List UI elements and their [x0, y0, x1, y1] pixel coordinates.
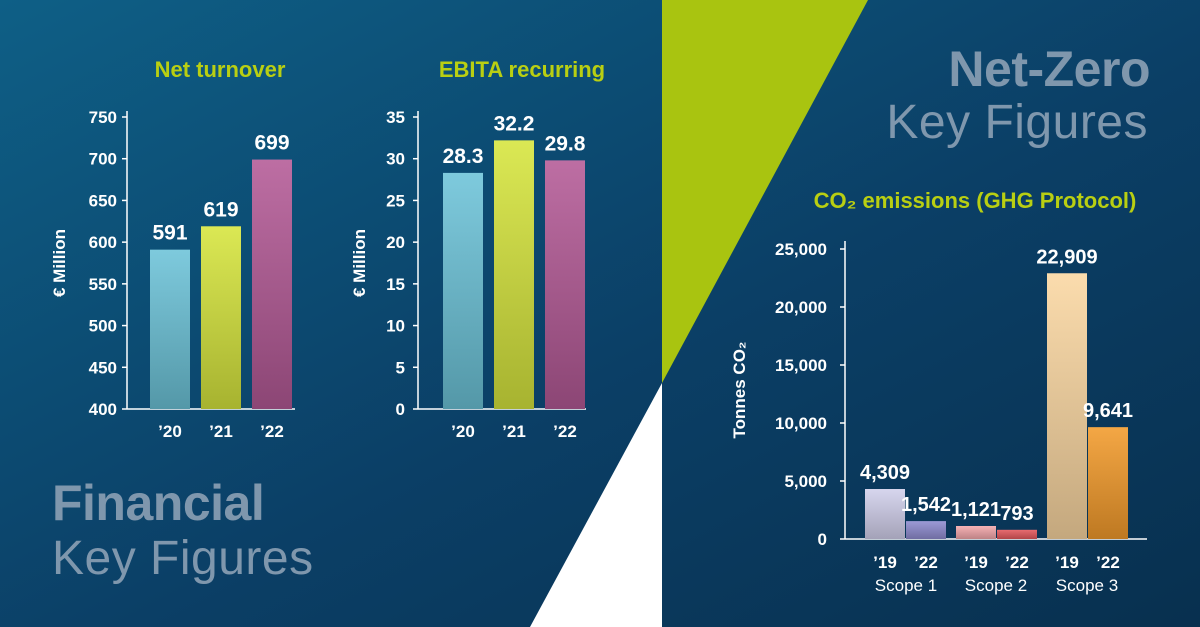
x-tick-label: ’19 — [964, 553, 988, 572]
data-label: 699 — [254, 132, 289, 155]
y-tick-label: 30 — [386, 150, 405, 169]
group-label-scope-3: Scope 3 — [1055, 576, 1119, 595]
y-tick-label: 0 — [396, 400, 405, 419]
x-tick-label: ’22 — [914, 553, 938, 572]
y-tick-label: 10,000 — [775, 414, 827, 433]
x-tick-label: ’21 — [502, 422, 526, 441]
bar-scope-1-22 — [906, 521, 946, 539]
y-tick-label: 0 — [818, 530, 827, 549]
data-label: 1,542 — [901, 494, 951, 516]
y-tick-label: 450 — [89, 358, 117, 377]
group-label-scope-1: Scope 1 — [874, 576, 938, 595]
x-tick-label: ’22 — [260, 422, 284, 441]
data-label: 28.3 — [443, 145, 484, 168]
group-label-scope-2: Scope 2 — [964, 576, 1028, 595]
data-label: 591 — [152, 222, 187, 245]
bar-20 — [443, 172, 483, 409]
x-tick-label: ’19 — [1055, 553, 1079, 572]
data-label: 4,309 — [860, 462, 910, 484]
x-tick-label: ’20 — [158, 422, 182, 441]
x-tick-label: ’22 — [1005, 553, 1029, 572]
y-tick-label: 400 — [89, 400, 117, 419]
heading-financial: Financial — [52, 475, 265, 531]
green-triangle — [662, 0, 868, 383]
y-tick-label: 10 — [386, 317, 405, 336]
y-tick-label: 550 — [89, 275, 117, 294]
bar-scope-2-22 — [997, 529, 1037, 539]
y-tick-label: 700 — [89, 150, 117, 169]
chart-title-co2: CO₂ emissions (GHG Protocol) — [813, 188, 1137, 213]
data-label: 32.2 — [494, 112, 535, 135]
data-label: 1,121 — [951, 499, 1001, 521]
bar-scope-1-19 — [865, 489, 905, 539]
y-tick-label: 15,000 — [775, 356, 827, 375]
chart-title-ebita: EBITA recurring — [438, 57, 606, 82]
y-tick-label: 600 — [89, 233, 117, 252]
y-tick-label: 5 — [396, 358, 405, 377]
y-tick-label: 750 — [89, 108, 117, 127]
bar-scope-3-19 — [1047, 273, 1087, 539]
heading-financial-key-figures: Key Figures — [52, 532, 314, 585]
y-tick-label: 35 — [386, 108, 405, 127]
y-tick-label: 650 — [89, 191, 117, 210]
y-tick-label: 20,000 — [775, 298, 827, 317]
data-label: 9,641 — [1083, 400, 1133, 422]
bar-21 — [201, 226, 241, 409]
x-tick-label: ’20 — [451, 422, 475, 441]
x-tick-label: ’22 — [553, 422, 577, 441]
chart-title-net-turnover: Net turnover — [154, 57, 286, 82]
bar-scope-2-19 — [956, 525, 996, 539]
bar-scope-3-22 — [1088, 427, 1128, 539]
y-tick-label: 5,000 — [784, 472, 827, 491]
bar-22 — [545, 160, 585, 409]
heading-net-zero: Net-Zero — [948, 41, 1150, 97]
y-tick-label: 25,000 — [775, 240, 827, 259]
y-tick-label: 20 — [386, 233, 405, 252]
x-tick-label: ’22 — [1096, 553, 1120, 572]
data-label: 22,909 — [1036, 246, 1097, 268]
y-tick-label: 500 — [89, 317, 117, 336]
data-label: 619 — [203, 198, 238, 221]
heading-netzero-key-figures: Key Figures — [886, 96, 1148, 149]
x-tick-label: ’21 — [209, 422, 233, 441]
bar-22 — [252, 159, 292, 409]
y-tick-label: 25 — [386, 191, 405, 210]
x-tick-label: ’19 — [873, 553, 897, 572]
data-label: 29.8 — [545, 132, 586, 155]
bar-20 — [150, 249, 190, 409]
white-triangle — [530, 383, 662, 627]
bar-21 — [494, 140, 534, 410]
y-tick-label: 15 — [386, 275, 405, 294]
data-label: 793 — [1000, 503, 1033, 525]
